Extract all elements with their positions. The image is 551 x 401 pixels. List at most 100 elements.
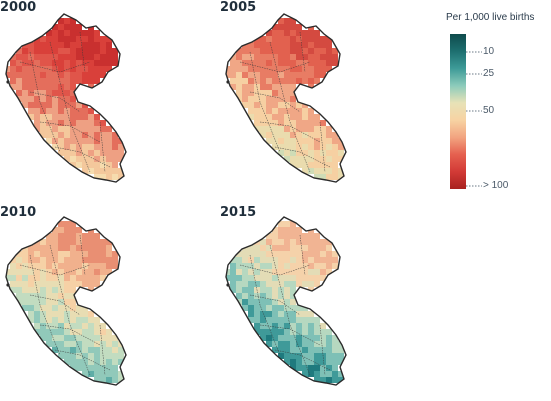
map-district-cell — [284, 120, 290, 126]
map-district-cell — [326, 371, 332, 377]
map-district-cell — [52, 132, 58, 138]
map-district-cell — [314, 353, 320, 359]
map-district-cell — [34, 102, 40, 108]
map-district-cell — [88, 359, 94, 365]
map-district-cell — [10, 275, 16, 281]
map-district-cell — [88, 150, 94, 156]
map-district-cell — [320, 365, 326, 371]
map-district-cell — [40, 132, 46, 138]
map-district-cell — [64, 156, 70, 162]
region-boundary — [239, 264, 311, 276]
map-district-cell — [326, 144, 332, 150]
map-district-cell — [34, 311, 40, 317]
map-district-cell — [314, 78, 320, 84]
map-district-cell — [82, 263, 88, 269]
map-district-cell — [70, 96, 76, 102]
map-district-cell — [58, 144, 64, 150]
map-district-cell — [58, 317, 64, 323]
map-district-cell — [332, 156, 338, 162]
map-district-cell — [46, 299, 52, 305]
map-district-cell — [118, 377, 124, 383]
map-district-cell — [88, 60, 94, 66]
map-district-cell — [266, 257, 272, 263]
map-district-cell — [64, 18, 70, 24]
map-district-cell — [76, 60, 82, 66]
map-district-cell — [278, 281, 284, 287]
map-district-cell — [296, 227, 302, 233]
map-district-cell — [272, 317, 278, 323]
map-district-cell — [302, 78, 308, 84]
map-district-cell — [290, 239, 296, 245]
map-district-cell — [290, 353, 296, 359]
map-district-cell — [236, 90, 242, 96]
map-district-cell — [290, 24, 296, 30]
map-district-cell — [28, 48, 34, 54]
map-district-cell — [82, 245, 88, 251]
map-district-cell — [236, 48, 242, 54]
legend-color-bar — [450, 34, 482, 189]
map-district-cell — [40, 90, 46, 96]
map-district-cell — [290, 275, 296, 281]
region-boundary — [299, 234, 306, 276]
map-district-cell — [254, 269, 260, 275]
map-district-cell — [28, 275, 34, 281]
map-district-cell — [296, 239, 302, 245]
map-district-cell — [106, 168, 112, 174]
map-district-cell — [46, 60, 52, 66]
map-district-cell — [94, 263, 100, 269]
map-district-cell — [52, 138, 58, 144]
map-district-cell — [118, 353, 124, 359]
map-district-cell — [278, 42, 284, 48]
map-district-cell — [70, 132, 76, 138]
map-district-cell — [22, 102, 28, 108]
map-district-cell — [242, 102, 248, 108]
map-district-cell — [112, 365, 118, 371]
map-district-cell — [248, 287, 254, 293]
map-district-cell — [58, 102, 64, 108]
map-district-cell — [320, 239, 326, 245]
map-district-cell — [46, 311, 52, 317]
map-district-cell — [112, 251, 118, 257]
map-district-cell — [34, 257, 40, 263]
map-district-cell — [64, 329, 70, 335]
map-district-cell — [82, 132, 88, 138]
map-district-cell — [88, 251, 94, 257]
region-boundary — [274, 146, 331, 168]
map-district-cell — [76, 329, 82, 335]
map-district-cell — [52, 305, 58, 311]
map-district-cell — [290, 156, 296, 162]
map-district-cell — [314, 269, 320, 275]
map-district-cell — [338, 174, 344, 180]
map-district-cell — [94, 377, 100, 383]
map-district-cell — [76, 317, 82, 323]
map-district-cell — [278, 150, 284, 156]
map-district-cell — [272, 245, 278, 251]
map-district-cell — [302, 66, 308, 72]
map-district-cell — [100, 251, 106, 257]
legend-tick-label: 10 — [483, 46, 495, 57]
map-district-cell — [272, 311, 278, 317]
map-district-cell — [308, 54, 314, 60]
map-district-cell — [112, 162, 118, 168]
map-district-cell — [248, 42, 254, 48]
map-district-cell — [22, 293, 28, 299]
map-district-cell — [284, 138, 290, 144]
map-district-cell — [230, 66, 236, 72]
map-district-cell — [82, 275, 88, 281]
map-district-cell — [326, 251, 332, 257]
map-district-cell — [88, 317, 94, 323]
map-district-cell — [100, 60, 106, 66]
map-district-cell — [100, 156, 106, 162]
map-district-cell — [314, 36, 320, 42]
map-district-cell — [88, 371, 94, 377]
map-district-cell — [278, 24, 284, 30]
map-district-cell — [314, 54, 320, 60]
map-district-cell — [64, 144, 70, 150]
map-district-cell — [70, 138, 76, 144]
map-district-cell — [28, 317, 34, 323]
map-district-cell — [10, 257, 16, 263]
map-district-cell — [290, 287, 296, 293]
map-district-cell — [278, 138, 284, 144]
map-district-cell — [52, 42, 58, 48]
map-district-cell — [76, 233, 82, 239]
